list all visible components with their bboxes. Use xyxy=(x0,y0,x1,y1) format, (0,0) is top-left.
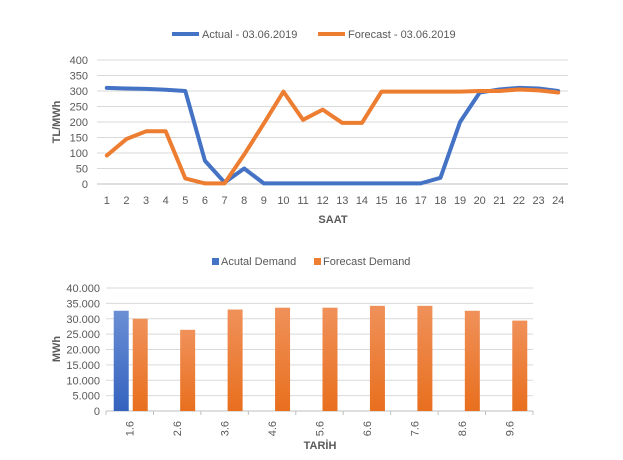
legend-label: Actual - 03.06.2019 xyxy=(202,29,297,41)
x-tick-label: 10 xyxy=(277,195,289,207)
line-y-axis-title: TL/MWh xyxy=(51,100,63,143)
x-tick-label: 6.6 xyxy=(362,421,374,436)
x-tick-label: 15 xyxy=(375,195,387,207)
series-line-actual xyxy=(104,85,561,186)
x-tick-label: 4 xyxy=(163,195,169,207)
x-tick-label: 6 xyxy=(202,195,208,207)
x-tick-label: 24 xyxy=(552,195,564,207)
forecast-bar xyxy=(132,318,148,411)
x-tick-label: 2 xyxy=(123,195,129,207)
x-tick-label: 19 xyxy=(454,195,466,207)
x-tick-label: 3 xyxy=(143,195,149,207)
forecast-bar xyxy=(417,305,433,411)
series-line-forecast xyxy=(104,87,561,186)
y-tick-label: 250 xyxy=(70,102,88,114)
x-tick-label: 1 xyxy=(104,195,110,207)
x-tick-label: 9 xyxy=(261,195,267,207)
y-tick-label: 150 xyxy=(70,133,88,145)
y-tick-label: 30.000 xyxy=(66,314,100,326)
y-tick-label: 200 xyxy=(70,117,88,129)
x-tick-label: 18 xyxy=(434,195,446,207)
x-tick-label: 5.6 xyxy=(315,421,327,436)
x-tick-label: 3.6 xyxy=(220,421,232,436)
x-tick-label: 23 xyxy=(532,195,544,207)
x-tick-label: 21 xyxy=(493,195,505,207)
forecast-bar xyxy=(512,320,528,411)
y-tick-label: 0 xyxy=(82,179,88,191)
x-tick-label: 4.6 xyxy=(267,421,279,436)
actual-bar xyxy=(113,310,129,411)
x-tick-label: 16 xyxy=(395,195,407,207)
y-tick-label: 400 xyxy=(70,55,88,67)
x-tick-label: 20 xyxy=(474,195,486,207)
y-tick-label: 15.000 xyxy=(66,360,100,372)
legend-label: Forecast - 03.06.2019 xyxy=(348,29,456,41)
y-tick-label: 5.000 xyxy=(72,391,100,403)
legend-marker xyxy=(314,258,321,265)
x-tick-label: 11 xyxy=(297,195,308,207)
y-tick-label: 0 xyxy=(94,406,100,418)
x-tick-label: 7.6 xyxy=(409,421,421,436)
x-tick-label: 8 xyxy=(241,195,247,207)
x-tick-label: 17 xyxy=(415,195,427,207)
x-tick-label: 12 xyxy=(317,195,329,207)
legend-label: Forecast Demand xyxy=(323,256,410,268)
forecast-bar xyxy=(369,305,385,411)
x-tick-label: 7 xyxy=(222,195,228,207)
x-tick-label: 13 xyxy=(336,195,348,207)
x-tick-label: 22 xyxy=(513,195,525,207)
x-tick-label: 14 xyxy=(356,195,368,207)
bar-x-axis-title: TARİH xyxy=(304,439,337,452)
forecast-bar xyxy=(322,307,338,411)
y-tick-label: 35.000 xyxy=(66,298,100,310)
y-tick-label: 25.000 xyxy=(66,329,100,341)
y-tick-label: 20.000 xyxy=(66,345,100,357)
x-tick-label: 8.6 xyxy=(457,421,469,436)
legend-label: Acutal Demand xyxy=(221,256,296,268)
bar-y-axis-title: MWh xyxy=(51,336,63,363)
x-tick-label: 5 xyxy=(182,195,188,207)
x-tick-label: 2.6 xyxy=(172,421,184,436)
y-tick-label: 300 xyxy=(70,86,88,98)
forecast-bar xyxy=(227,309,243,411)
forecast-bar xyxy=(464,310,480,411)
x-tick-label: 9.6 xyxy=(504,421,516,436)
legend-marker xyxy=(212,258,219,265)
forecast-bar xyxy=(180,329,196,411)
x-tick-label: 1.6 xyxy=(125,421,137,436)
bar-chart: TARİH MWh 0 5.000 10.000 15.000 20.000 25.000… xyxy=(51,256,534,452)
y-tick-label: 100 xyxy=(70,148,88,160)
y-tick-label: 40.000 xyxy=(66,283,100,295)
forecast-bar xyxy=(275,307,291,411)
line-x-axis-title: SAAT xyxy=(318,214,347,226)
y-tick-label: 10.000 xyxy=(66,375,100,387)
y-tick-label: 350 xyxy=(70,71,88,83)
y-tick-label: 50 xyxy=(76,164,88,176)
